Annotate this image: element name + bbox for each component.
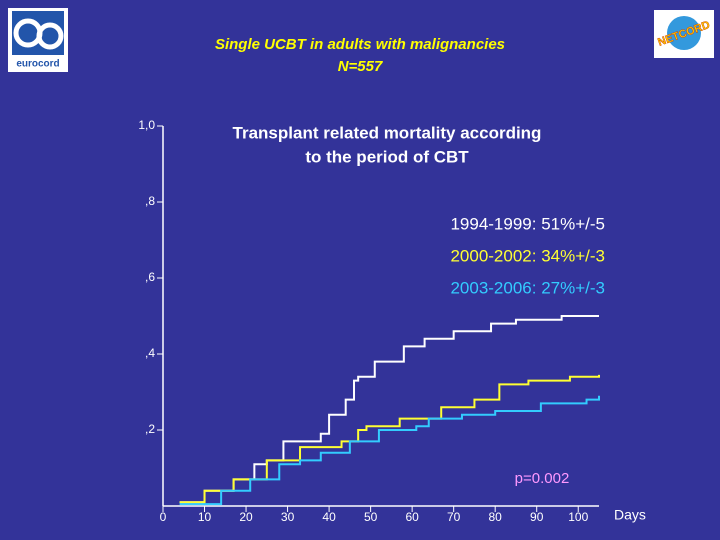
y-tick-label: ,8 xyxy=(145,194,155,208)
y-tick-label: ,4 xyxy=(145,346,155,360)
x-tick-label: 90 xyxy=(530,510,544,524)
x-tick-label: 10 xyxy=(198,510,212,524)
survival-line xyxy=(179,395,600,506)
y-tick-label: ,2 xyxy=(145,422,155,436)
x-tick-label: 40 xyxy=(322,510,336,524)
survival-line xyxy=(179,315,599,504)
p-value: p=0.002 xyxy=(515,470,570,487)
logo-globe xyxy=(667,16,701,50)
x-tick-label: 60 xyxy=(405,510,419,524)
x-tick-label: 30 xyxy=(281,510,295,524)
plot-title: to the period of CBT xyxy=(305,147,469,166)
y-tick-label: 1,0 xyxy=(138,118,155,132)
x-tick-label: 50 xyxy=(364,510,378,524)
netcord-logo: NETCORD xyxy=(654,10,714,58)
eurocord-logo: eurocord xyxy=(8,8,68,72)
y-tick-label: ,6 xyxy=(145,270,155,284)
chart-subtitle: N=557 xyxy=(338,58,383,75)
x-tick-label: 70 xyxy=(447,510,461,524)
plot-title: Transplant related mortality according xyxy=(233,123,542,142)
x-tick-label: 100 xyxy=(568,510,588,524)
legend-entry: 2000-2002: 34%+/-3 xyxy=(450,246,605,265)
logo-shape xyxy=(36,22,64,50)
x-axis-label: Days xyxy=(614,507,646,523)
logo-text: eurocord xyxy=(16,59,59,70)
legend-entry: 2003-2006: 27%+/-3 xyxy=(450,278,605,297)
x-tick-label: 0 xyxy=(160,510,167,524)
x-tick-label: 80 xyxy=(489,510,503,524)
chart-title: Single UCBT in adults with malignancies xyxy=(215,36,505,53)
legend-entry: 1994-1999: 51%+/-5 xyxy=(450,214,605,233)
x-tick-label: 20 xyxy=(239,510,253,524)
